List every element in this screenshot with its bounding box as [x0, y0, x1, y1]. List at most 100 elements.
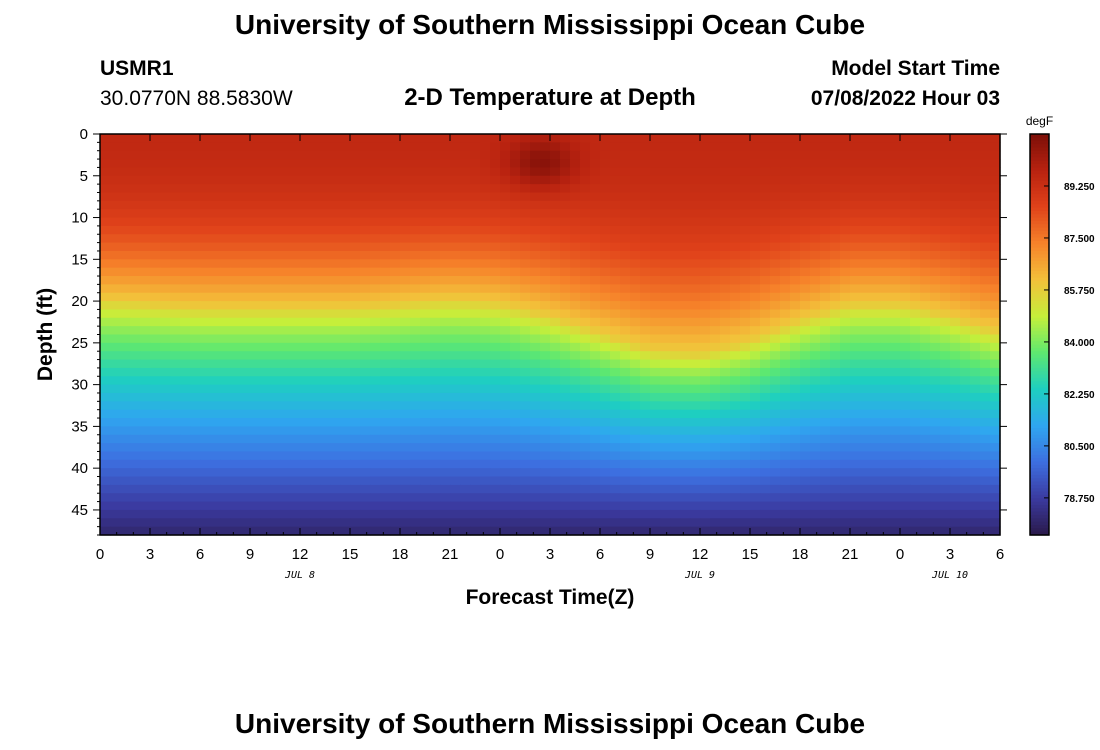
heatmap-cell [430, 317, 441, 327]
heatmap-cell [200, 426, 211, 436]
heatmap-cell [800, 175, 811, 185]
heatmap-cell [950, 250, 961, 260]
heatmap-cell [320, 476, 331, 486]
heatmap-cell [980, 150, 991, 160]
heatmap-cell [500, 401, 511, 411]
heatmap-cell [450, 526, 461, 536]
heatmap-cell [260, 159, 271, 169]
heatmap-cell [790, 301, 801, 311]
colorbar-swatch [1030, 184, 1049, 189]
heatmap-cell [930, 192, 941, 202]
heatmap-cell [230, 401, 241, 411]
heatmap-cell [140, 418, 151, 427]
heatmap-cell [120, 451, 131, 461]
heatmap-cell [640, 509, 651, 519]
heatmap-cell [290, 518, 301, 528]
heatmap-cell [270, 484, 281, 494]
heatmap-cell [700, 451, 711, 461]
x-tick-label: 3 [946, 546, 954, 563]
heatmap-cell [810, 426, 821, 436]
heatmap-cell [400, 501, 411, 511]
heatmap-cell [350, 443, 361, 453]
heatmap-cell [870, 209, 881, 219]
heatmap-cell [820, 309, 831, 319]
heatmap-cell [960, 392, 971, 402]
heatmap-cell [250, 359, 261, 369]
heatmap-cell [240, 217, 251, 227]
heatmap-cell [910, 259, 921, 269]
heatmap-cell [170, 493, 181, 503]
heatmap-cell [630, 376, 641, 386]
heatmap-cell [410, 292, 421, 302]
heatmap-cell [870, 418, 881, 427]
heatmap-cell [540, 150, 551, 160]
heatmap-cell [740, 167, 751, 177]
heatmap-cell [820, 242, 831, 252]
heatmap-cell [510, 250, 521, 260]
heatmap-cell [800, 259, 811, 269]
heatmap-cell [130, 342, 141, 352]
heatmap-cell [430, 159, 441, 169]
colorbar-swatch [1030, 384, 1049, 389]
heatmap-cell [260, 359, 271, 369]
heatmap-cell [690, 259, 701, 269]
heatmap-cell [300, 401, 311, 411]
heatmap-cell [470, 167, 481, 177]
heatmap-cell [260, 175, 271, 185]
heatmap-cell [900, 451, 911, 461]
heatmap-cell [860, 267, 871, 277]
heatmap-cell [150, 150, 161, 160]
heatmap-cell [490, 501, 501, 511]
heatmap-cell [840, 267, 851, 277]
colorbar-swatch [1030, 347, 1049, 352]
heatmap-cell [360, 159, 371, 169]
heatmap-cell [610, 192, 621, 202]
heatmap-cell [360, 484, 371, 494]
heatmap-cell [460, 175, 471, 185]
heatmap-cell [900, 359, 911, 369]
heatmap-cell [540, 518, 551, 528]
heatmap-cell [220, 250, 231, 260]
heatmap-cell [440, 242, 451, 252]
heatmap-cell [870, 200, 881, 210]
heatmap-cell [540, 317, 551, 327]
heatmap-cell [960, 192, 971, 202]
heatmap-cell [160, 367, 171, 377]
heatmap-cell [700, 426, 711, 436]
heatmap-cell [970, 493, 981, 503]
heatmap-cell [990, 342, 1001, 352]
heatmap-cell [780, 309, 791, 319]
heatmap-cell [890, 267, 901, 277]
heatmap-cell [240, 159, 251, 169]
heatmap-cell [640, 134, 651, 143]
heatmap-cell [320, 192, 331, 202]
heatmap-cell [260, 276, 271, 285]
heatmap-cell [660, 526, 671, 536]
heatmap-cell [140, 509, 151, 519]
heatmap-cell [380, 167, 391, 177]
heatmap-cell [370, 468, 381, 478]
heatmap-cell [250, 184, 261, 194]
heatmap-cell [390, 167, 401, 177]
heatmap-cell [610, 134, 621, 143]
colorbar-swatch [1030, 531, 1049, 536]
heatmap-cell [840, 493, 851, 503]
heatmap-cell [200, 276, 211, 285]
heatmap-cell [210, 418, 221, 427]
heatmap-cell [700, 175, 711, 185]
heatmap-cell [220, 317, 231, 327]
heatmap-cell [200, 459, 211, 469]
colorbar-swatch [1030, 144, 1049, 148]
heatmap-cell [640, 384, 651, 394]
heatmap-cell [410, 518, 421, 528]
colorbar-swatch [1030, 494, 1049, 499]
heatmap-cell [790, 242, 801, 252]
heatmap-cell [570, 451, 581, 461]
heatmap-cell [440, 292, 451, 302]
heatmap-cell [650, 342, 661, 352]
heatmap-cell [600, 468, 611, 478]
heatmap-cell [670, 175, 681, 185]
heatmap-cell [580, 250, 591, 260]
heatmap-cell [750, 142, 761, 152]
heatmap-cell [850, 443, 861, 453]
